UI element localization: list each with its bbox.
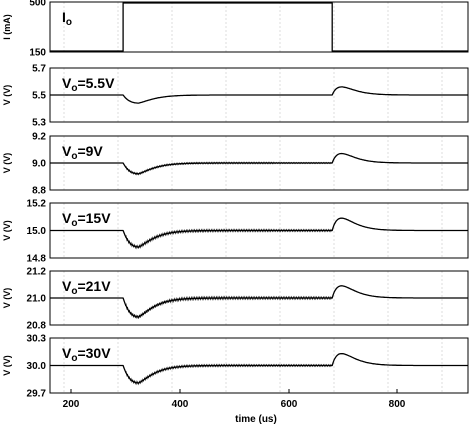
panel-frame bbox=[49, 67, 469, 123]
y-axis-label: V (V) bbox=[2, 355, 12, 376]
panel-label-tail: =21V bbox=[77, 278, 111, 294]
panel-label-main: V bbox=[62, 210, 72, 226]
y-tick-label: 20.8 bbox=[27, 321, 47, 332]
y-axis-label: V (V) bbox=[2, 85, 12, 106]
y-tick-label: 500 bbox=[29, 0, 46, 9]
panel-label-sub: o bbox=[71, 286, 77, 297]
panel-label-main: V bbox=[62, 345, 72, 361]
y-tick-label: 5.5 bbox=[32, 91, 46, 102]
panel-label-main: V bbox=[62, 278, 72, 294]
ripple-band bbox=[124, 295, 332, 319]
x-tick-label: 600 bbox=[281, 399, 298, 410]
panel-label-sub: o bbox=[71, 83, 77, 94]
x-tick-label: 400 bbox=[172, 399, 189, 410]
panel-label-tail: =15V bbox=[77, 210, 111, 226]
panel-label-main: V bbox=[62, 143, 72, 159]
series-line bbox=[50, 86, 468, 104]
series-line bbox=[50, 2, 468, 52]
panel-label: Vo=21V bbox=[62, 278, 111, 297]
y-tick-label: 5.7 bbox=[32, 64, 46, 75]
y-axis-label: V (V) bbox=[2, 220, 12, 241]
panel-label-tail: =30V bbox=[77, 345, 111, 361]
panel-label-main: V bbox=[62, 75, 72, 91]
panel-label-sub: o bbox=[71, 353, 77, 364]
y-tick-label: 150 bbox=[29, 48, 46, 59]
y-axis-label: V (V) bbox=[2, 288, 12, 309]
panel-frame bbox=[49, 270, 469, 326]
panel-label-main: I bbox=[62, 9, 66, 25]
y-tick-label: 15.0 bbox=[27, 226, 47, 237]
panel-label-tail: =5.5V bbox=[77, 75, 115, 91]
series-line bbox=[50, 352, 468, 384]
panel-frame bbox=[49, 337, 469, 394]
panel-label: Vo=15V bbox=[62, 210, 111, 229]
panel-label-sub: o bbox=[71, 151, 77, 162]
panel-frame bbox=[49, 1, 469, 53]
series-line bbox=[50, 285, 468, 318]
y-axis-label: V (V) bbox=[2, 153, 12, 174]
y-tick-label: 29.7 bbox=[27, 389, 47, 400]
y-tick-label: 30.0 bbox=[27, 361, 47, 372]
ripple-band bbox=[124, 363, 332, 386]
y-tick-label: 14.8 bbox=[27, 254, 47, 265]
panel-label-sub: o bbox=[71, 218, 77, 229]
panel-label: Vo=9V bbox=[62, 143, 103, 162]
panel-frame bbox=[49, 135, 469, 191]
y-tick-label: 9.0 bbox=[32, 159, 46, 170]
panel-label: Vo=5.5V bbox=[62, 75, 115, 94]
y-tick-label: 21.2 bbox=[27, 267, 47, 278]
y-tick-label: 5.3 bbox=[32, 118, 46, 129]
series-line bbox=[50, 152, 468, 175]
panel-label-tail: =9V bbox=[77, 143, 103, 159]
y-tick-label: 8.8 bbox=[32, 186, 46, 197]
y-tick-label: 21.0 bbox=[27, 294, 47, 305]
x-tick-label: 800 bbox=[389, 399, 406, 410]
panel-label: Io bbox=[62, 9, 72, 28]
panel-label: Vo=30V bbox=[62, 345, 111, 364]
ripple-band bbox=[124, 161, 332, 176]
ripple-band bbox=[124, 228, 332, 250]
series-line bbox=[50, 217, 468, 248]
y-tick-label: 9.2 bbox=[32, 132, 46, 143]
panel-label-sub: o bbox=[66, 17, 72, 28]
panel-frame bbox=[49, 202, 469, 259]
x-axis-label: time (us) bbox=[235, 414, 277, 425]
x-tick-label: 200 bbox=[63, 399, 80, 410]
y-tick-label: 30.3 bbox=[27, 334, 47, 345]
y-axis-label: I (mA) bbox=[2, 14, 12, 40]
y-tick-label: 15.2 bbox=[27, 199, 47, 210]
